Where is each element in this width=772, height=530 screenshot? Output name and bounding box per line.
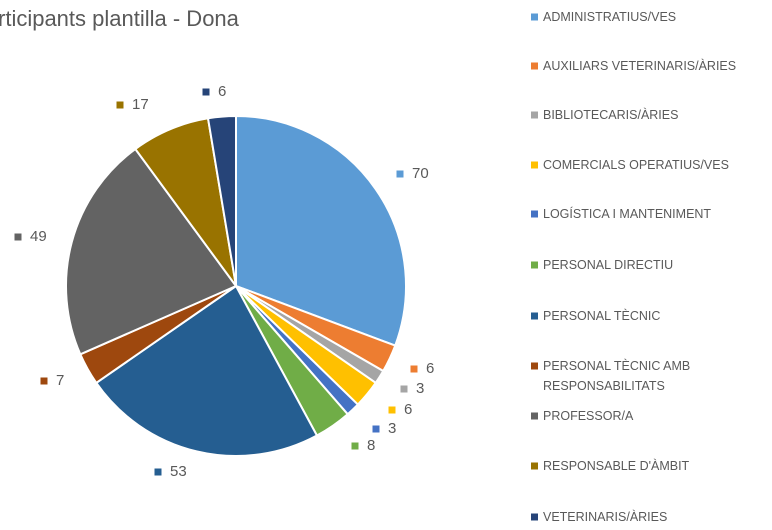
data-label: 70 (412, 165, 429, 182)
legend-marker (531, 161, 538, 169)
legend-marker (531, 62, 538, 70)
data-label: 3 (416, 380, 424, 397)
label-marker (400, 385, 408, 393)
label-marker (351, 442, 359, 450)
pie-slice (206, 114, 237, 287)
label-marker (40, 377, 48, 385)
legend-label: PERSONAL TÈCNIC (543, 309, 661, 323)
legend-label: PROFESSOR/A (543, 409, 634, 423)
data-label: 8 (367, 437, 375, 454)
legend-marker (531, 462, 538, 470)
data-label: 3 (388, 420, 396, 437)
legend-label: RESPONSABLE D'ÀMBIT (543, 459, 690, 473)
pie-slice (94, 284, 319, 457)
data-label: 6 (404, 401, 412, 418)
legend-label: COMERCIALS OPERATIUS/VES (543, 158, 729, 172)
legend-marker (531, 362, 538, 370)
label-marker (396, 170, 404, 178)
data-label: 17 (132, 96, 149, 113)
pie-slice (65, 147, 238, 356)
chart-title: rticipants plantilla - Dona (0, 6, 240, 31)
legend-label: ADMINISTRATIUS/VES (543, 10, 677, 24)
pie-slice (235, 114, 407, 347)
legend-marker (531, 513, 538, 521)
label-marker (116, 101, 124, 109)
legend-label: PERSONAL TÈCNIC AMB RESPONSABILITATS (543, 359, 691, 393)
legend-marker (531, 210, 538, 218)
label-marker (14, 233, 22, 241)
legend-marker (531, 261, 538, 269)
legend-marker (531, 111, 538, 119)
data-label: 53 (170, 463, 187, 480)
data-label: 7 (56, 372, 64, 389)
label-marker (388, 406, 396, 414)
legend-marker (531, 412, 538, 420)
legend-marker (531, 13, 538, 21)
legend-label: AUXILIARS VETERINARIS/ÀRIES (543, 59, 737, 73)
legend-label: PERSONAL DIRECTIU (543, 258, 674, 272)
label-marker (410, 365, 418, 373)
label-marker (372, 425, 380, 433)
legend-marker (531, 312, 538, 320)
label-marker (154, 468, 162, 476)
legend-label: VETERINARIS/ÀRIES (543, 510, 668, 524)
data-label: 49 (30, 228, 47, 245)
legend-label: LOGÍSTICA I MANTENIMENT (543, 207, 712, 221)
data-label: 6 (218, 83, 226, 100)
label-marker (202, 88, 210, 96)
legend-label: BIBLIOTECARIS/ÀRIES (543, 108, 679, 122)
data-label: 6 (426, 360, 434, 377)
